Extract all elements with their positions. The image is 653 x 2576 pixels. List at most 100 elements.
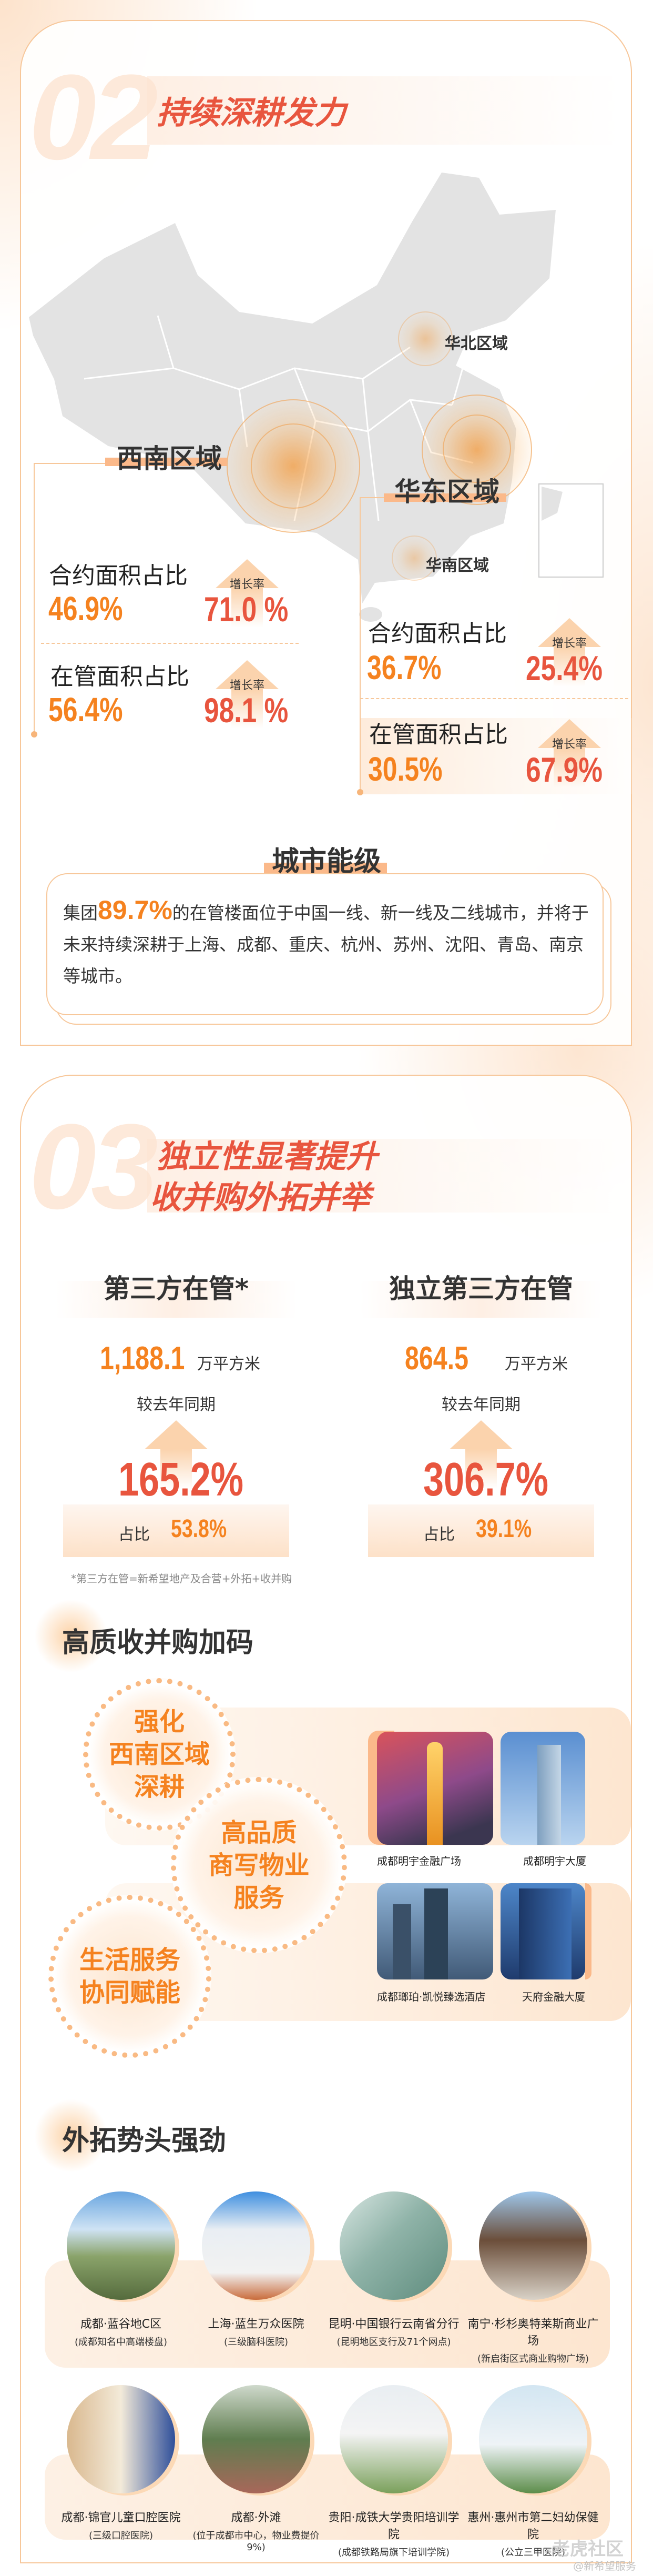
connector-line: [360, 497, 384, 498]
city-tier-text: 集团89.7%的在管楼面位于中国一线、新一线及二线城市，并将于未来持续深耕于上海…: [63, 895, 589, 986]
watermark-brand: 老虎社区: [552, 2539, 624, 2560]
growth-value: 165.2%: [118, 1453, 244, 1506]
connector-dot: [357, 789, 363, 795]
unit-label: 万平方米: [505, 1355, 568, 1373]
project-note: (位于成都市中心，物业费提价9%): [192, 2530, 320, 2553]
project-caption: 贵阳·成铁大学贵阳培训学院 (成都铁路局旗下培训学院): [325, 2508, 463, 2559]
column-heading-bg: [360, 1281, 602, 1318]
region-south-label: 华南区域: [426, 557, 489, 575]
project-caption: 南宁·杉杉奥特莱斯商业广场 (新启街区式商业购物广场): [464, 2315, 602, 2365]
mna-heading: 高质收并购加码: [62, 1627, 254, 1659]
share-value: 39.1%: [476, 1515, 532, 1543]
project-photo: [67, 2191, 175, 2300]
photo-caption: 成都明宇大厦: [523, 1855, 586, 1867]
bubble-commercial: 高品质 商写物业 服务: [171, 1777, 347, 1953]
connector-line: [34, 463, 35, 734]
growth-value: 306.7%: [423, 1453, 549, 1506]
unit-label: 万平方米: [197, 1355, 260, 1373]
footnote: *第三方在管=新希望地产及合营+外拓+收并购: [71, 1572, 292, 1585]
watermark-account: @新希望服务: [573, 2560, 636, 2572]
compare-label: 较去年同期: [137, 1396, 216, 1414]
share-value: 53.8%: [171, 1515, 227, 1543]
share-box: [63, 1504, 289, 1557]
divider: [41, 643, 299, 644]
title-bar-bg: [147, 76, 620, 145]
project-name: 成都·锦官儿童口腔医院: [61, 2511, 181, 2524]
share-label: 占比: [118, 1526, 150, 1544]
project-photo: [202, 2191, 310, 2300]
region-east-label: 华东区域: [394, 477, 499, 507]
section-title-line2: 收并购外拓并举: [150, 1179, 371, 1216]
project-caption: 惠州·惠州市第二妇幼保健院 (公立三甲医院): [464, 2508, 602, 2559]
project-name: 南宁·杉杉奥特莱斯商业广场: [467, 2318, 599, 2348]
growth-arrow-icon: 增长率: [538, 719, 601, 787]
sw-contract-label: 合约面积占比: [49, 562, 188, 589]
south-heat-circle: [392, 536, 437, 581]
sw-managed-value: 56.4%: [48, 691, 123, 729]
column-heading: 独立第三方在管: [389, 1274, 573, 1304]
project-caption: 昆明·中国银行云南省分行 (昆明地区支行及71个网点): [325, 2315, 463, 2348]
column-heading: 第三方在管*: [103, 1274, 249, 1304]
project-name: 成都·外滩: [231, 2511, 281, 2524]
project-note: (新启街区式商业购物广场): [477, 2353, 589, 2365]
bubble-southwest: 强化 西南区域 深耕: [83, 1678, 236, 1831]
photo-mingyu-tower: [501, 1732, 585, 1845]
growth-arrow-icon: 增长率: [216, 660, 279, 729]
project-photo: [67, 2385, 175, 2493]
connector-dot: [31, 731, 37, 738]
photo-mingyu-financial-plaza: [377, 1732, 493, 1845]
sw-managed-growth: 98.1 %: [204, 691, 289, 730]
east-managed-growth: 67.9%: [526, 750, 603, 789]
sw-managed-label: 在管面积占比: [50, 663, 189, 690]
photo-langbo-hyatt: [377, 1883, 493, 1979]
photo-accent: [585, 1883, 591, 1979]
project-caption: 成都·锦官儿童口腔医院 (三级口腔医院): [52, 2508, 190, 2542]
project-photo: [479, 2385, 587, 2493]
connector-line: [34, 463, 105, 464]
growth-arrow-icon: 增长率: [216, 559, 279, 628]
photo-tianfu-financial-tower: [501, 1883, 585, 1979]
east-contract-value: 36.7%: [367, 649, 442, 686]
managed-area-value: 1,188.1: [100, 1340, 185, 1377]
map-hainan: [359, 607, 382, 622]
project-caption: 上海·蓝生万众医院 (三级脑科医院): [187, 2315, 325, 2348]
sw-contract-value: 46.9%: [48, 590, 123, 628]
photo-caption: 成都瑯珀·凯悦臻选酒店: [377, 1991, 486, 2003]
photo-caption: 天府金融大厦: [522, 1991, 585, 2003]
project-note: (公立三甲医院): [501, 2547, 566, 2558]
project-name: 贵阳·成铁大学贵阳培训学院: [328, 2511, 460, 2541]
east-managed-value: 30.5%: [368, 750, 443, 788]
heading-glow: [34, 1599, 108, 1673]
project-caption: 成都·外滩 (位于成都市中心，物业费提价9%): [187, 2508, 325, 2553]
region-north-label: 华北区域: [445, 335, 508, 353]
region-underline: [105, 458, 227, 466]
north-heat-circle: [398, 311, 453, 366]
compare-label: 较去年同期: [442, 1396, 521, 1414]
project-caption: 成都·蓝谷地C区 (成都知名中高端楼盘): [52, 2315, 190, 2348]
project-note: (成都知名中高端楼盘): [74, 2337, 168, 2348]
project-note: (昆明地区支行及71个网点): [336, 2337, 451, 2348]
section-number: 02: [29, 49, 158, 185]
column-heading-bg: [55, 1281, 297, 1318]
project-note: (成都铁路局旗下培训学院): [338, 2547, 450, 2558]
growth-arrow-icon: [450, 1420, 513, 1489]
bubble-life-services: 生活服务 协同赋能: [48, 1895, 211, 2058]
title-bar-bg: [147, 1139, 620, 1213]
section-number: 03: [29, 1099, 158, 1234]
section-title: 持续深耕发力: [157, 95, 346, 132]
photo-caption: 成都明宇金融广场: [377, 1855, 461, 1867]
managed-area-value: 864.5: [405, 1340, 469, 1377]
divider: [360, 698, 628, 699]
connector-line: [360, 497, 361, 792]
heading-underline: [264, 863, 387, 873]
growth-arrow-icon: 增长率: [538, 618, 601, 686]
region-southwest-label: 西南区域: [117, 443, 222, 474]
region-underline: [384, 493, 506, 502]
southwest-heat-ring: [251, 423, 336, 509]
east-managed-label: 在管面积占比: [369, 721, 508, 748]
project-name: 惠州·惠州市第二妇幼保健院: [467, 2511, 599, 2541]
map-mainland: [29, 173, 556, 603]
project-note: (三级脑科医院): [223, 2337, 289, 2348]
project-name: 上海·蓝生万众医院: [208, 2318, 304, 2331]
growth-arrow-icon: [145, 1420, 208, 1489]
